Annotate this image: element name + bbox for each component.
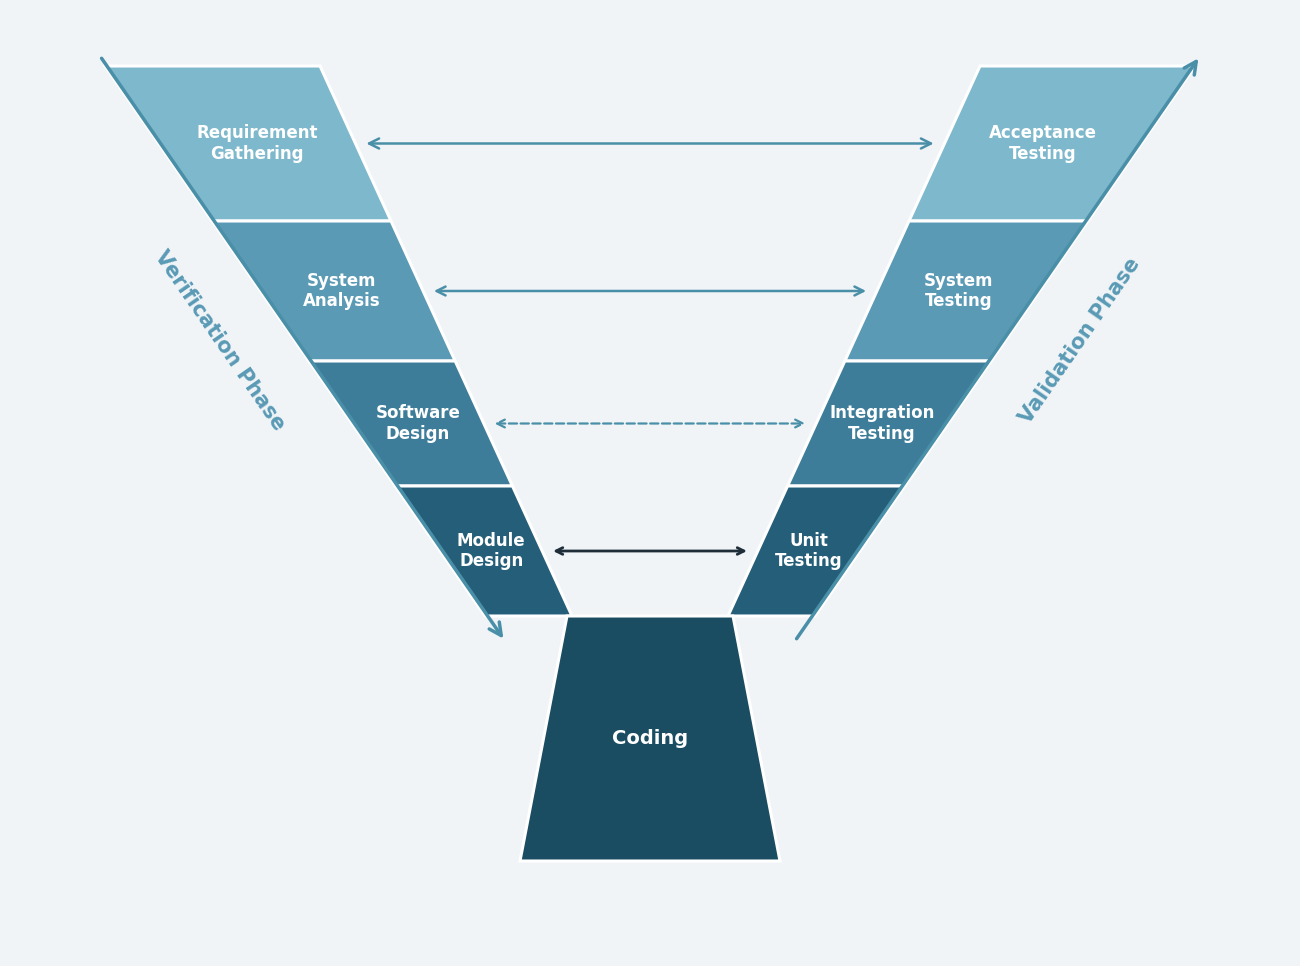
Polygon shape	[212, 221, 455, 361]
Text: Validation Phase: Validation Phase	[1015, 254, 1144, 428]
Text: Coding: Coding	[612, 729, 688, 748]
Text: Acceptance
Testing: Acceptance Testing	[989, 124, 1097, 163]
Text: Requirement
Gathering: Requirement Gathering	[196, 124, 317, 163]
Text: Module
Design: Module Design	[456, 531, 525, 570]
Text: System
Testing: System Testing	[923, 271, 993, 310]
Polygon shape	[395, 486, 572, 616]
Text: Verification Phase: Verification Phase	[151, 247, 289, 435]
Text: System
Analysis: System Analysis	[303, 271, 381, 310]
Text: Unit
Testing: Unit Testing	[775, 531, 842, 570]
Polygon shape	[788, 361, 991, 486]
Polygon shape	[309, 361, 512, 486]
Polygon shape	[845, 221, 1088, 361]
Polygon shape	[909, 66, 1195, 221]
Text: Software
Design: Software Design	[376, 404, 460, 442]
Polygon shape	[105, 66, 391, 221]
Polygon shape	[728, 486, 905, 616]
Text: Integration
Testing: Integration Testing	[829, 404, 935, 442]
Polygon shape	[520, 616, 780, 861]
